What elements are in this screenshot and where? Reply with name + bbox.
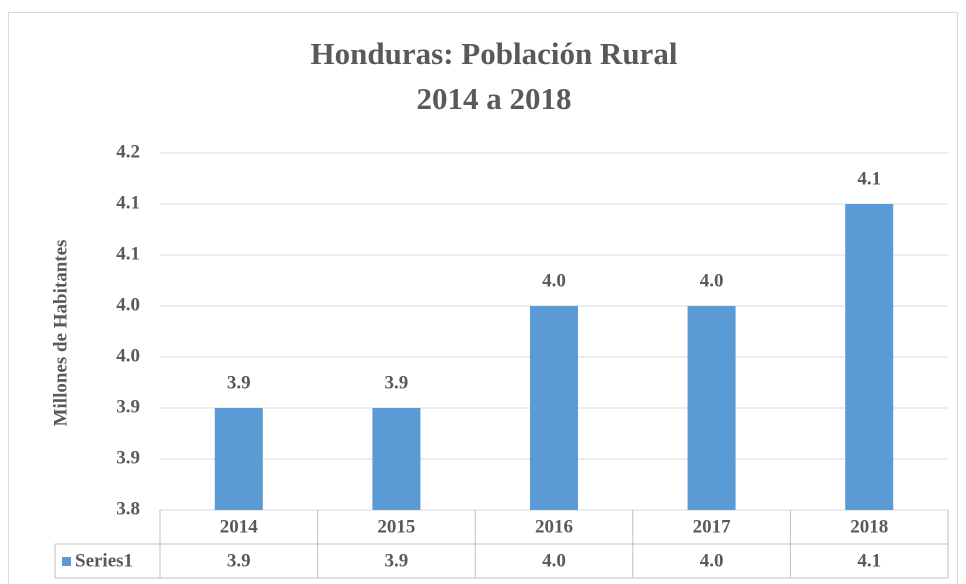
data-label: 3.9 (385, 372, 409, 393)
y-axis-label: Millones de Habitantes (50, 240, 71, 427)
data-label: 4.1 (857, 168, 881, 189)
y-tick-label: 4.0 (116, 345, 140, 366)
x-tick-label: 2014 (220, 516, 259, 537)
data-label: 4.0 (700, 270, 724, 291)
y-tick-label: 3.9 (116, 396, 140, 417)
bar (845, 204, 894, 510)
y-tick-label: 3.9 (116, 447, 140, 468)
bar (687, 306, 736, 510)
table-value: 3.9 (385, 550, 409, 571)
chart-subtitle: 2014 a 2018 (417, 81, 572, 116)
x-tick-label: 2015 (377, 516, 415, 537)
table-value: 3.9 (227, 550, 251, 571)
y-tick-label: 4.1 (116, 192, 140, 213)
x-tick-label: 2017 (693, 516, 732, 537)
legend-label: Series1 (75, 550, 133, 571)
legend-swatch (62, 557, 71, 566)
table-value: 4.0 (542, 550, 566, 571)
bar (372, 408, 421, 510)
data-label: 3.9 (227, 372, 251, 393)
x-tick-label: 2018 (850, 516, 888, 537)
y-tick-label: 4.0 (116, 294, 140, 315)
data-label: 4.0 (542, 270, 566, 291)
table-value: 4.0 (700, 550, 724, 571)
bar (530, 306, 578, 510)
table-value: 4.1 (857, 550, 881, 571)
chart-border (8, 12, 958, 584)
y-tick-label: 4.2 (116, 141, 140, 162)
y-tick-label: 3.8 (116, 498, 140, 519)
bar (214, 408, 263, 510)
chart-title: Honduras: Población Rural (311, 36, 678, 71)
x-tick-label: 2016 (535, 516, 573, 537)
y-tick-label: 4.1 (116, 243, 140, 264)
